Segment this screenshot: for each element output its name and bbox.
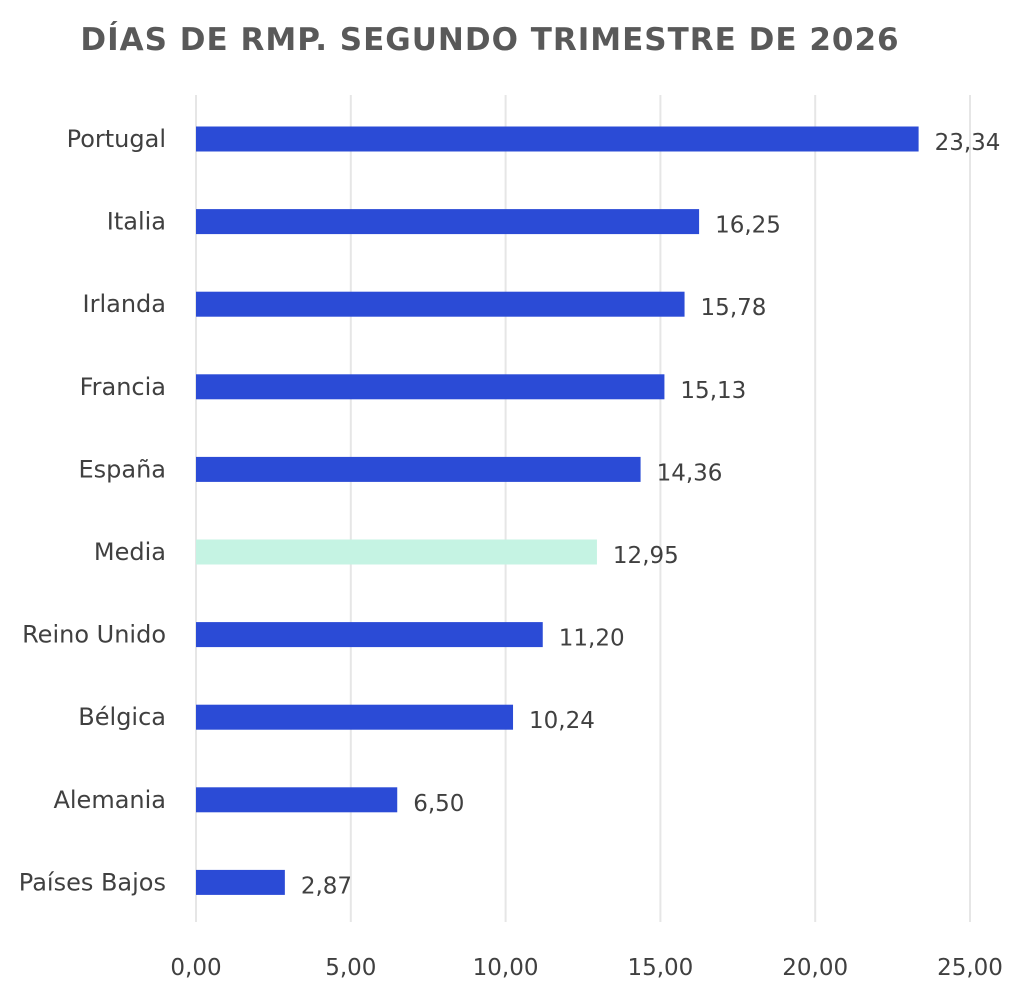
x-tick-label: 15,00 [627, 955, 693, 981]
bar [196, 291, 685, 317]
category-label: Bélgica [78, 703, 166, 731]
category-label: Media [94, 538, 166, 566]
data-label: 10,24 [529, 708, 595, 734]
bar [196, 704, 514, 730]
data-label: 6,50 [413, 791, 464, 817]
x-tick-label: 10,00 [473, 955, 539, 981]
bar [196, 539, 597, 565]
bar [196, 787, 398, 813]
category-label: España [78, 455, 166, 483]
data-label: 2,87 [301, 873, 352, 899]
x-tick-label: 20,00 [782, 955, 848, 981]
x-tick-label: 25,00 [937, 955, 1003, 981]
category-label: Reino Unido [22, 621, 166, 649]
data-label: 15,13 [680, 378, 746, 404]
x-tick-label: 0,00 [170, 955, 221, 981]
category-label: Portugal [67, 125, 166, 153]
chart-title: DÍAS DE RMP. SEGUNDO TRIMESTRE DE 2026 [80, 22, 900, 58]
data-label: 16,25 [715, 213, 781, 239]
data-label: 12,95 [613, 543, 679, 569]
category-label: Francia [80, 373, 166, 401]
bar [196, 869, 285, 895]
bar [196, 126, 919, 152]
category-label: Países Bajos [19, 868, 166, 896]
bar [196, 374, 665, 400]
data-label: 11,20 [559, 626, 625, 652]
bar [196, 209, 700, 235]
data-label: 14,36 [657, 460, 723, 486]
data-label: 15,78 [701, 295, 767, 321]
x-tick-label: 5,00 [325, 955, 376, 981]
bar [196, 622, 543, 648]
category-label: Alemania [53, 786, 166, 814]
data-label: 23,34 [935, 130, 1001, 156]
bar [196, 456, 641, 482]
category-label: Irlanda [83, 290, 166, 318]
category-label: Italia [107, 208, 166, 236]
